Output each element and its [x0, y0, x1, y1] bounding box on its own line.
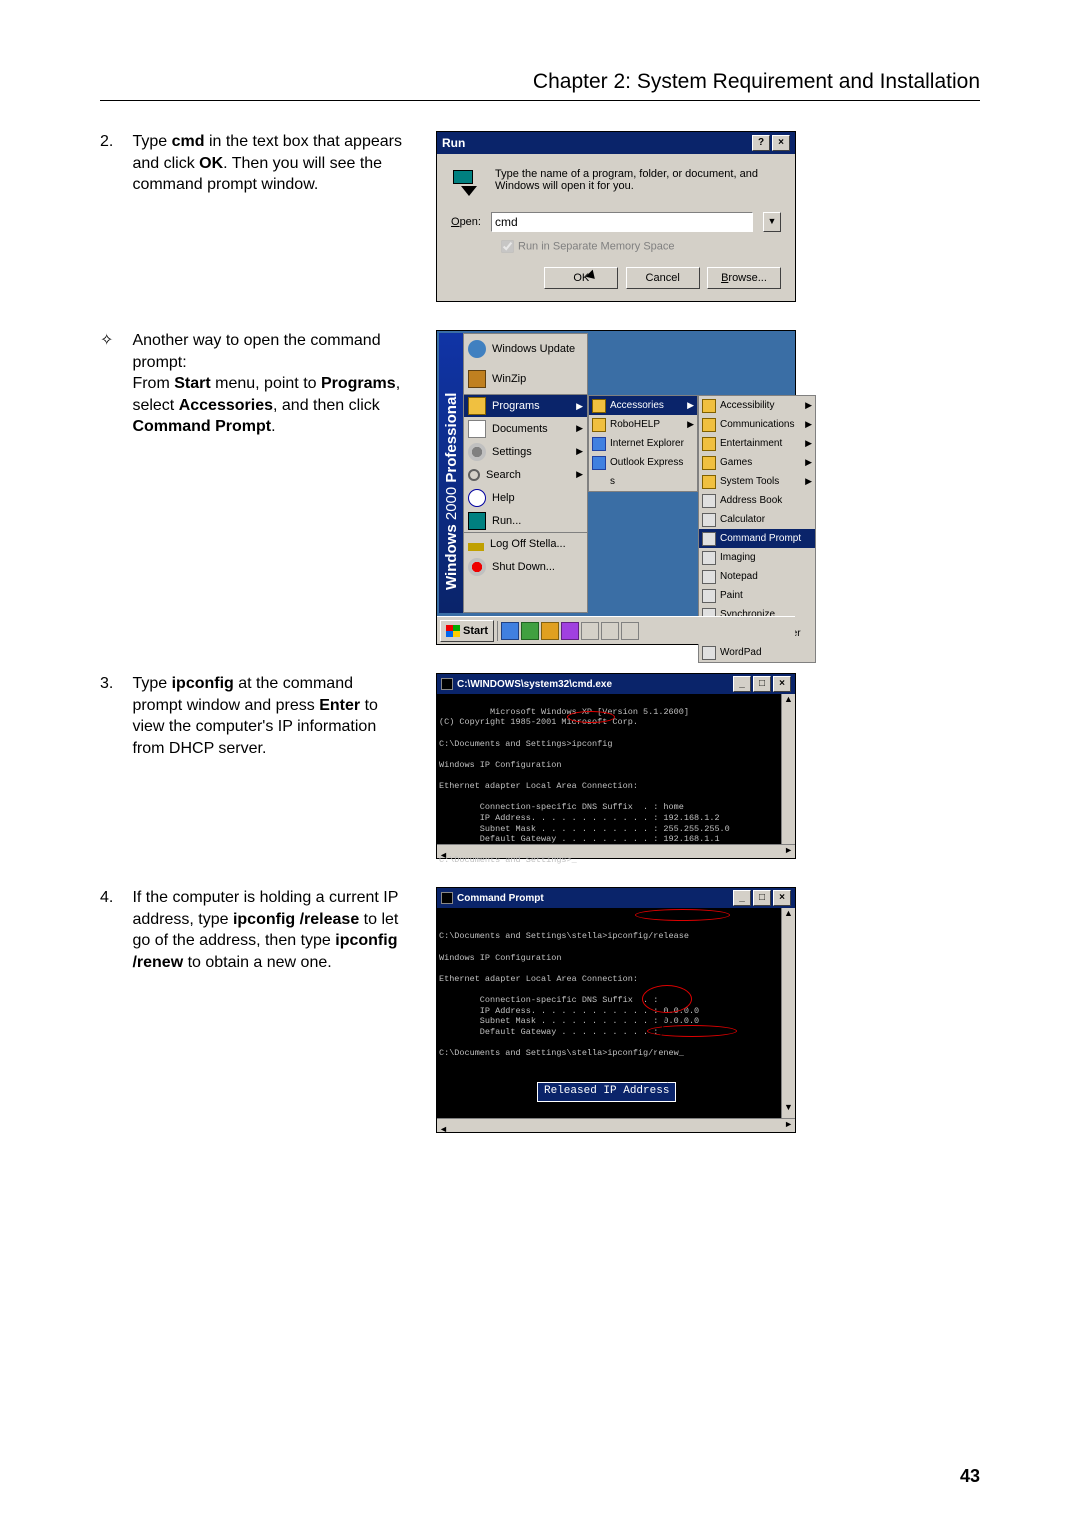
- sm-logoff[interactable]: Log Off Stella...: [464, 532, 587, 555]
- tip-text: ✧ Another way to open the command prompt…: [100, 330, 410, 645]
- close-icon[interactable]: ×: [772, 135, 790, 151]
- cmd2-title: Command Prompt: [457, 893, 544, 904]
- chapter-title: Chapter 2: System Requirement and Instal…: [100, 70, 980, 101]
- browse-button[interactable]: Browse...: [707, 267, 781, 289]
- scrollbar-v[interactable]: ▲▼: [781, 908, 795, 1118]
- sub-accessories[interactable]: Accessories▶: [589, 396, 697, 415]
- sm-settings[interactable]: Settings▶: [464, 440, 587, 463]
- step3-text: 3. Type ipconfig at the command prompt w…: [100, 673, 410, 859]
- s2-wordpad[interactable]: WordPad: [699, 643, 815, 662]
- open-label: Open:: [451, 216, 481, 228]
- cmd-icon: [441, 892, 453, 904]
- open-input[interactable]: [491, 212, 753, 232]
- min-icon[interactable]: _: [733, 676, 751, 692]
- s2-cmdprompt[interactable]: Command Prompt: [699, 529, 815, 548]
- min-icon[interactable]: _: [733, 890, 751, 906]
- s2-addressbook[interactable]: Address Book: [699, 491, 815, 510]
- sm-programs[interactable]: Programs▶: [464, 394, 587, 417]
- ipconfig-highlight: [567, 711, 615, 723]
- release-highlight: [635, 909, 730, 921]
- programs-submenu: Accessories▶ RoboHELP▶ Internet Explorer…: [588, 395, 698, 492]
- cmd-window-1: C:\WINDOWS\system32\cmd.exe _ □ × Micros…: [436, 673, 796, 859]
- dropdown-button[interactable]: ▼: [763, 212, 781, 232]
- s2-accessibility[interactable]: Accessibility▶: [699, 396, 815, 415]
- sm-help[interactable]: Help: [464, 486, 587, 509]
- s2-systemtools[interactable]: System Tools▶: [699, 472, 815, 491]
- sm-documents[interactable]: Documents▶: [464, 417, 587, 440]
- sm-shutdown[interactable]: Shut Down...: [464, 555, 587, 578]
- sub-s[interactable]: s: [589, 472, 697, 491]
- sub-ie[interactable]: Internet Explorer: [589, 434, 697, 453]
- sm-search[interactable]: Search▶: [464, 463, 587, 486]
- close-icon[interactable]: ×: [773, 890, 791, 906]
- sm-winzip[interactable]: WinZip: [464, 364, 587, 394]
- cmd-icon: [441, 678, 453, 690]
- ok-button[interactable]: OK: [544, 267, 618, 289]
- s2-notepad[interactable]: Notepad: [699, 567, 815, 586]
- max-icon[interactable]: □: [753, 890, 771, 906]
- renew-highlight: [647, 1025, 737, 1037]
- help-icon[interactable]: ?: [752, 135, 770, 151]
- sub-oe[interactable]: Outlook Express: [589, 453, 697, 472]
- page-number: 43: [960, 1466, 980, 1487]
- s2-communications[interactable]: Communications▶: [699, 415, 815, 434]
- scrollbar-h[interactable]: ◄►: [437, 1118, 795, 1132]
- cmd-window-2: Command Prompt _ □ × C:\Documents and Se…: [436, 887, 796, 1133]
- scrollbar-v[interactable]: ▲: [781, 694, 795, 844]
- sm-windows-update[interactable]: Windows Update: [464, 334, 587, 364]
- step4-text: 4. If the computer is holding a current …: [100, 887, 410, 1133]
- s2-entertainment[interactable]: Entertainment▶: [699, 434, 815, 453]
- sub-robohelp[interactable]: RoboHELP▶: [589, 415, 697, 434]
- step2-text: 2. Type cmd in the text box that appears…: [100, 131, 410, 302]
- start-main-panel: Windows Update WinZip Programs▶ Document…: [463, 333, 588, 613]
- zero-ip-highlight: [642, 985, 692, 1013]
- s2-games[interactable]: Games▶: [699, 453, 815, 472]
- start-sideband: Windows 2000 Professional: [439, 333, 463, 613]
- s2-paint[interactable]: Paint: [699, 586, 815, 605]
- cmd2-terminal: C:\Documents and Settings\stella>ipconfi…: [437, 908, 781, 1118]
- sm-run[interactable]: Run...: [464, 509, 587, 532]
- separate-memory-check: Run in Separate Memory Space: [501, 240, 781, 253]
- s2-imaging[interactable]: Imaging: [699, 548, 815, 567]
- cancel-button[interactable]: Cancel: [626, 267, 700, 289]
- released-ip-label: Released IP Address: [537, 1082, 676, 1102]
- s2-calculator[interactable]: Calculator: [699, 510, 815, 529]
- max-icon[interactable]: □: [753, 676, 771, 692]
- quicklaunch[interactable]: [501, 622, 639, 640]
- run-titlebar: Run ? ×: [437, 132, 795, 154]
- start-button[interactable]: Start: [440, 620, 494, 642]
- close-icon[interactable]: ×: [773, 676, 791, 692]
- run-message: Type the name of a program, folder, or d…: [495, 168, 781, 200]
- cmd1-terminal: Microsoft Windows XP [Version 5.1.2600] …: [437, 694, 781, 844]
- run-dialog: Run ? × Type the name of a program, fold…: [436, 131, 796, 302]
- cmd1-title: C:\WINDOWS\system32\cmd.exe: [457, 679, 612, 690]
- start-menu-screenshot: Windows 2000 Professional Windows Update…: [436, 330, 796, 645]
- taskbar: Start: [437, 616, 795, 644]
- run-icon: [451, 168, 483, 200]
